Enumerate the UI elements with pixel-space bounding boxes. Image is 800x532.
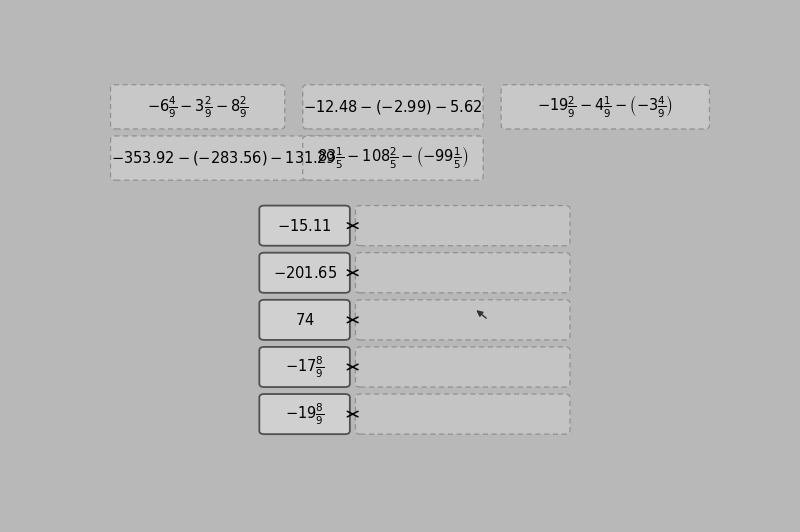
FancyBboxPatch shape bbox=[355, 394, 570, 434]
Text: $83\frac{1}{5}-108\frac{2}{5}-\left(-99\frac{1}{5}\right)$: $83\frac{1}{5}-108\frac{2}{5}-\left(-99\… bbox=[317, 145, 469, 171]
FancyBboxPatch shape bbox=[259, 347, 350, 387]
FancyBboxPatch shape bbox=[355, 300, 570, 340]
Text: $-15.11$: $-15.11$ bbox=[278, 218, 332, 234]
FancyBboxPatch shape bbox=[110, 136, 338, 180]
FancyBboxPatch shape bbox=[259, 205, 350, 246]
Text: $-6\frac{4}{9}-3\frac{2}{9}-8\frac{2}{9}$: $-6\frac{4}{9}-3\frac{2}{9}-8\frac{2}{9}… bbox=[147, 94, 248, 120]
FancyBboxPatch shape bbox=[110, 85, 285, 129]
FancyBboxPatch shape bbox=[501, 85, 710, 129]
FancyBboxPatch shape bbox=[355, 205, 570, 246]
FancyBboxPatch shape bbox=[259, 394, 350, 434]
FancyBboxPatch shape bbox=[302, 136, 483, 180]
Text: $74$: $74$ bbox=[294, 312, 314, 328]
FancyBboxPatch shape bbox=[355, 347, 570, 387]
Text: $-19\frac{2}{9}-4\frac{1}{9}-\left(-3\frac{4}{9}\right)$: $-19\frac{2}{9}-4\frac{1}{9}-\left(-3\fr… bbox=[538, 94, 674, 120]
FancyBboxPatch shape bbox=[302, 85, 483, 129]
FancyBboxPatch shape bbox=[259, 253, 350, 293]
Text: $-17\frac{8}{9}$: $-17\frac{8}{9}$ bbox=[285, 354, 324, 380]
FancyBboxPatch shape bbox=[355, 253, 570, 293]
Text: $-201.65$: $-201.65$ bbox=[273, 265, 337, 281]
Text: $-353.92-(-283.56)-131.29$: $-353.92-(-283.56)-131.29$ bbox=[111, 149, 337, 167]
Text: $-19\frac{8}{9}$: $-19\frac{8}{9}$ bbox=[285, 402, 324, 427]
FancyBboxPatch shape bbox=[259, 300, 350, 340]
Text: $-12.48-(-2.99)-5.62$: $-12.48-(-2.99)-5.62$ bbox=[303, 98, 482, 116]
